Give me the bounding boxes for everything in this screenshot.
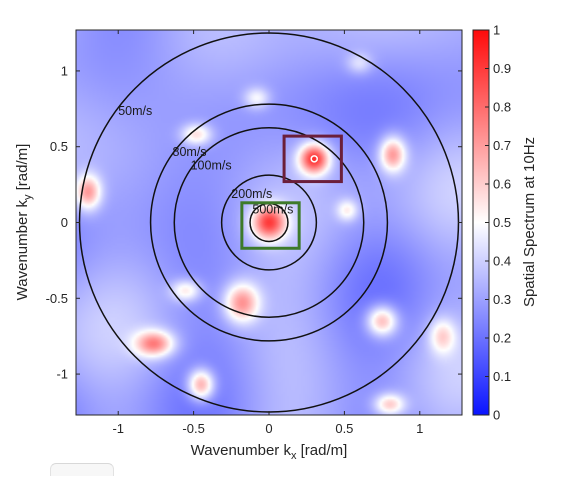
x-axis-ticks: -1 -0.5 0 0.5 1 bbox=[112, 30, 423, 436]
colorbar-ticks: 0 0.1 0.2 0.3 0.4 0.5 0.6 0.7 0.8 0.9 1 bbox=[485, 23, 511, 423]
y-tick-label: 0.5 bbox=[50, 139, 68, 154]
toolbar-tab-stub bbox=[50, 463, 114, 476]
velocity-label-0: 50m/s bbox=[118, 104, 152, 118]
y-tick-label: 0 bbox=[61, 215, 68, 230]
y-axis-label: Wavenumber ky [rad/m] bbox=[14, 144, 34, 301]
velocity-circle-3 bbox=[220, 174, 318, 271]
colorbar-label: Spatial Spectrum at 10Hz bbox=[521, 137, 538, 307]
colorbar-tick-label: 0 bbox=[493, 408, 500, 423]
y-tick-label: 1 bbox=[61, 63, 68, 78]
highlight-box-0 bbox=[282, 134, 343, 184]
velocity-circle-1 bbox=[149, 103, 389, 342]
x-tick-label: 0 bbox=[265, 421, 272, 436]
x-tick-label: -0.5 bbox=[182, 421, 204, 436]
colorbar-tick-label: 0.4 bbox=[493, 254, 511, 269]
x-tick-label: -1 bbox=[112, 421, 124, 436]
velocity-label-1: 80m/s bbox=[173, 145, 207, 159]
colorbar-tick-label: 0.5 bbox=[493, 215, 511, 230]
peak-marker bbox=[310, 155, 318, 163]
colorbar-tick-label: 0.7 bbox=[493, 138, 511, 153]
y-axis-label-subscript: y bbox=[22, 194, 34, 200]
colorbar-tick-label: 0.9 bbox=[493, 61, 511, 76]
colorbar-tick-label: 0.1 bbox=[493, 369, 511, 384]
x-axis-label: Wavenumber kx [rad/m] bbox=[191, 442, 348, 462]
velocity-label-3: 200m/s bbox=[231, 187, 272, 201]
colorbar-tick-label: 0.6 bbox=[493, 177, 511, 192]
colorbar-tick-label: 0.3 bbox=[493, 292, 511, 307]
colorbar-tick-label: 0.8 bbox=[493, 100, 511, 115]
spectrum-heatmap-image bbox=[76, 30, 462, 415]
velocity-label-2: 100m/s bbox=[191, 158, 232, 172]
velocity-label-4: 500m/s bbox=[252, 202, 293, 216]
highlight-box-1 bbox=[240, 201, 301, 250]
velocity-circle-2 bbox=[173, 127, 365, 318]
colorbar-tick-label: 0.2 bbox=[493, 331, 511, 346]
y-axis-ticks: 1 0.5 0 -0.5 -1 bbox=[46, 63, 462, 382]
x-axis-label-subscript: x bbox=[291, 450, 297, 462]
y-axis-label-unit: [rad/m] bbox=[14, 144, 31, 195]
y-tick-label: -0.5 bbox=[46, 291, 68, 306]
colorbar-tick-label: 1 bbox=[493, 23, 500, 38]
x-tick-label: 0.5 bbox=[335, 421, 353, 436]
y-tick-label: -1 bbox=[56, 367, 68, 382]
x-tick-label: 1 bbox=[416, 421, 423, 436]
colorbar: 0 0.1 0.2 0.3 0.4 0.5 0.6 0.7 0.8 0.9 1 Spatial Sp… bbox=[472, 23, 538, 423]
x-axis-label-unit: [rad/m] bbox=[296, 442, 347, 459]
